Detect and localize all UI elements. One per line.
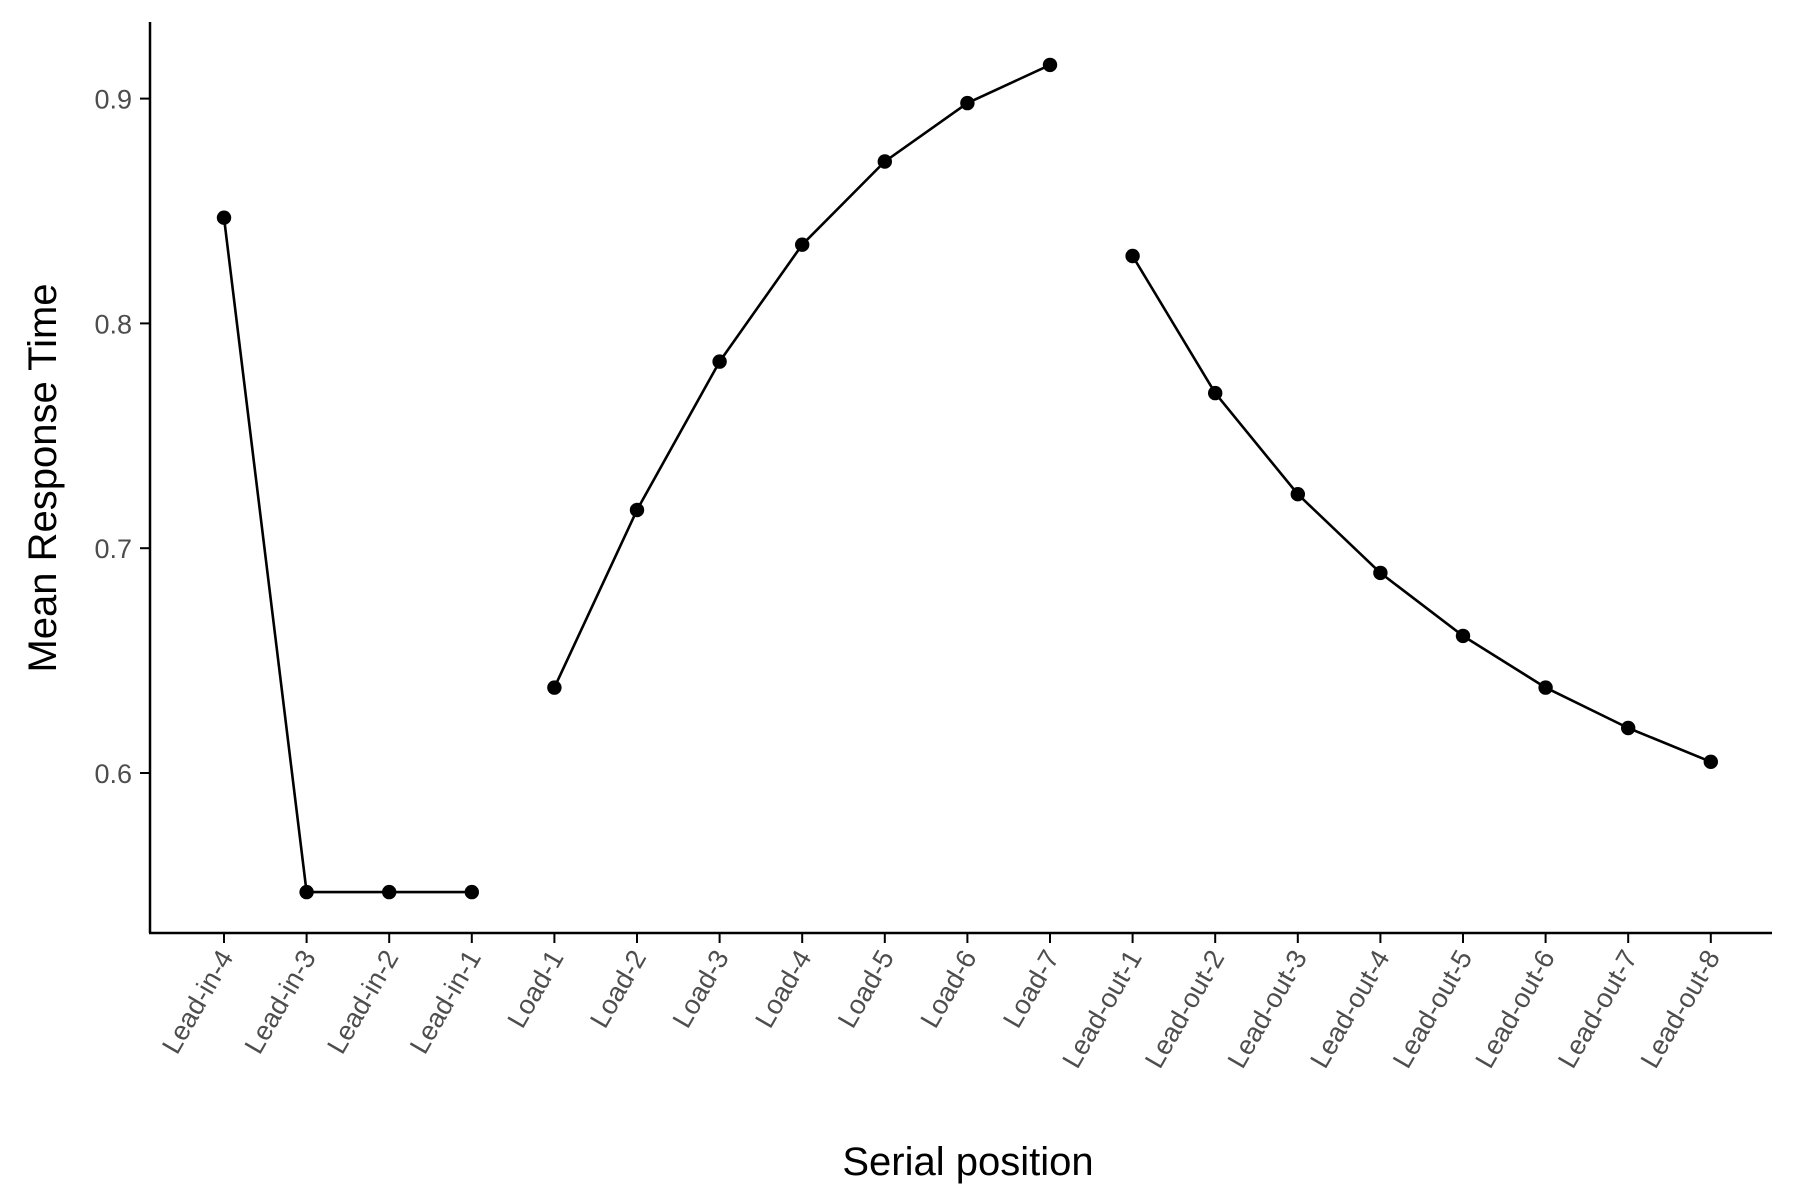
x-tick-label: Load-2 (584, 945, 652, 1033)
data-point-load-1 (547, 680, 562, 695)
x-tick-label: Lead-out-8 (1635, 945, 1726, 1073)
x-tick-label: Load-4 (749, 945, 817, 1033)
data-point-lead-out-3 (1290, 487, 1306, 502)
x-tick-label: Load-3 (667, 945, 735, 1033)
data-point-lead-out-5 (1455, 628, 1471, 644)
data-point-lead-out-6 (1538, 680, 1553, 695)
y-tick-label: 0.8 (94, 309, 132, 339)
data-point-load-4 (795, 237, 810, 252)
x-tick-label: Lead-out-4 (1304, 945, 1395, 1073)
x-tick-label: Lead-out-5 (1387, 945, 1478, 1073)
data-point-load-5 (877, 154, 892, 169)
y-ticks: 0.6 0.7 0.8 0.9 (94, 85, 150, 789)
data-point-lead-out-1 (1125, 248, 1140, 264)
y-tick-label: 0.7 (94, 534, 132, 564)
data-point-load-6 (960, 95, 975, 111)
x-tick-label: Lead-in-1 (404, 945, 487, 1059)
x-tick-label: Lead-out-1 (1057, 945, 1148, 1073)
data-point-lead-out-2 (1208, 385, 1223, 401)
series-layer (216, 57, 1719, 900)
x-tick-label: Lead-out-3 (1222, 945, 1313, 1073)
series-line-load (553, 63, 1051, 689)
x-tick-label: Lead-in-4 (156, 945, 239, 1059)
y-axis-title: Mean Response Time (21, 283, 65, 672)
x-tick-label: Lead-out-6 (1470, 945, 1561, 1073)
data-point-lead-in-3 (299, 884, 314, 900)
axes-layer (148, 22, 1772, 935)
x-tick-label: Lead-out-2 (1139, 945, 1230, 1073)
x-ticks: Lead-in-4 Lead-in-3 Lead-in-2 Lead-in-1 Load… (156, 933, 1726, 1073)
x-tick-label: Load-5 (832, 945, 900, 1033)
x-tick-label: Load-1 (502, 945, 570, 1033)
series-line-lead-in (222, 217, 472, 894)
x-axis-title: Serial position (842, 1140, 1093, 1184)
x-tick-label: Load-7 (997, 945, 1065, 1033)
data-point-load-3 (712, 354, 727, 369)
data-point-lead-in-2 (382, 884, 397, 900)
data-point-lead-in-4 (216, 210, 232, 225)
data-point-lead-out-4 (1373, 565, 1388, 581)
x-tick-label: Lead-in-3 (239, 945, 322, 1059)
series-line-lead-out (1131, 255, 1712, 764)
data-point-lead-out-7 (1621, 720, 1636, 736)
x-tick-label: Load-6 (915, 945, 983, 1033)
y-tick-label: 0.9 (94, 85, 132, 115)
data-point-load-7 (1042, 57, 1058, 73)
data-point-lead-in-1 (464, 884, 479, 900)
y-tick-label: 0.6 (94, 759, 132, 789)
x-tick-label: Lead-out-7 (1552, 945, 1643, 1073)
data-point-lead-out-8 (1703, 754, 1719, 769)
data-point-load-2 (629, 502, 645, 518)
x-tick-label: Lead-in-2 (321, 945, 404, 1059)
